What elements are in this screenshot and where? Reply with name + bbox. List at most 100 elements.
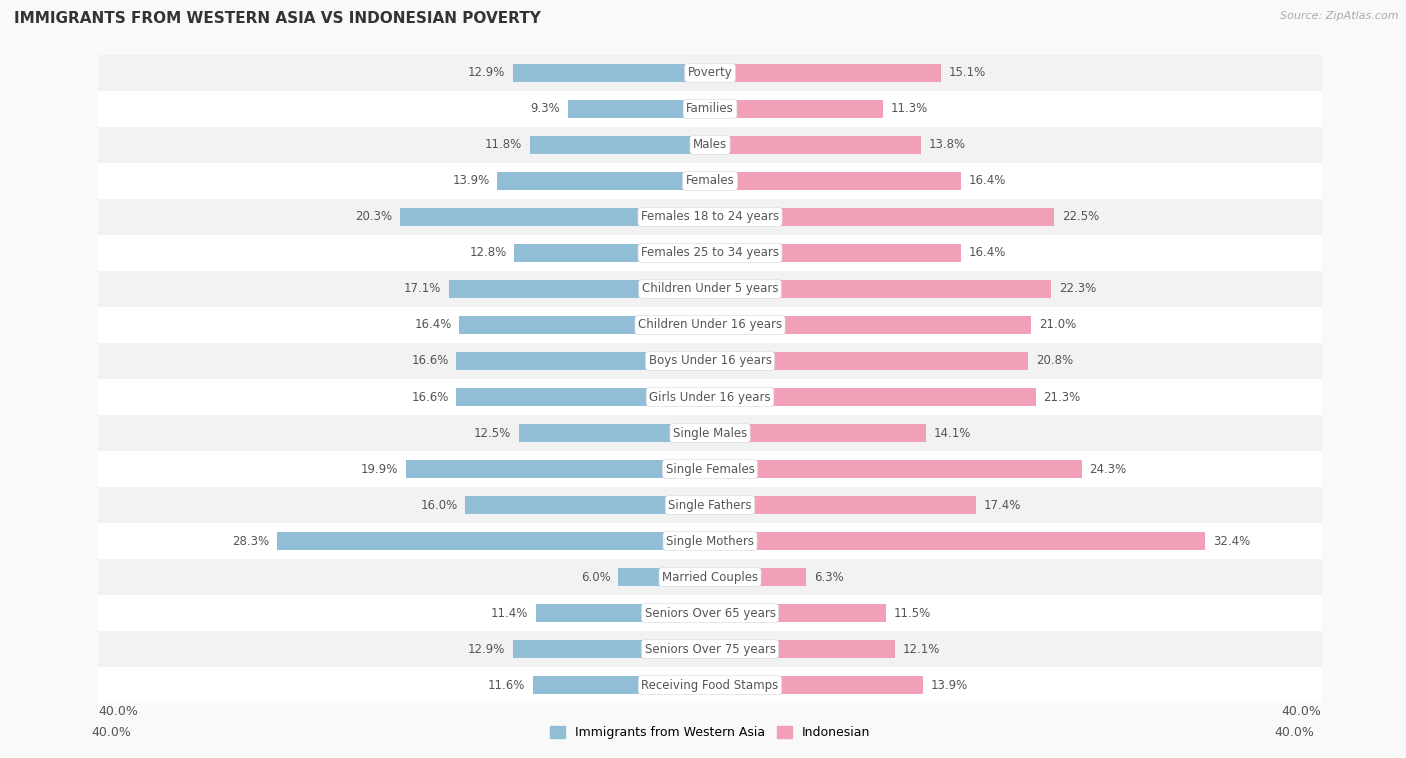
Bar [515,243,710,262]
Text: IMMIGRANTS FROM WESTERN ASIA VS INDONESIAN POVERTY: IMMIGRANTS FROM WESTERN ASIA VS INDONESI… [14,11,541,27]
Text: 17.1%: 17.1% [404,283,441,296]
Text: 22.5%: 22.5% [1062,211,1099,224]
Text: 14.1%: 14.1% [934,427,970,440]
Bar [513,640,710,659]
FancyBboxPatch shape [98,451,1322,487]
Text: Females 18 to 24 years: Females 18 to 24 years [641,211,779,224]
Text: 16.6%: 16.6% [411,355,449,368]
Text: Males: Males [693,139,727,152]
Bar [710,640,896,659]
Text: 13.8%: 13.8% [929,139,966,152]
Bar [710,208,1054,227]
Bar [710,171,960,190]
FancyBboxPatch shape [98,199,1322,235]
Bar [710,531,1205,550]
Text: 24.3%: 24.3% [1090,462,1126,475]
Text: 40.0%: 40.0% [1282,705,1322,718]
Text: Girls Under 16 years: Girls Under 16 years [650,390,770,403]
Bar [277,531,710,550]
Text: 12.8%: 12.8% [470,246,506,259]
Text: Children Under 5 years: Children Under 5 years [641,283,779,296]
Bar [710,315,1031,334]
Text: 11.6%: 11.6% [488,678,524,691]
Text: Children Under 16 years: Children Under 16 years [638,318,782,331]
Bar [710,64,941,82]
Bar [710,387,1036,406]
Bar [710,243,960,262]
FancyBboxPatch shape [98,55,1322,91]
Bar [710,136,921,155]
Text: 16.6%: 16.6% [411,390,449,403]
Text: 16.4%: 16.4% [969,174,1005,187]
Text: 22.3%: 22.3% [1059,283,1095,296]
FancyBboxPatch shape [98,595,1322,631]
Bar [710,280,1052,299]
Text: Seniors Over 75 years: Seniors Over 75 years [644,643,776,656]
Text: 16.4%: 16.4% [415,318,451,331]
Text: 6.3%: 6.3% [814,571,844,584]
FancyBboxPatch shape [98,487,1322,523]
FancyBboxPatch shape [98,307,1322,343]
Text: 11.4%: 11.4% [491,606,529,619]
Bar [568,99,710,118]
Bar [465,496,710,515]
Text: 11.3%: 11.3% [890,102,928,115]
Bar [710,603,886,622]
Text: 16.4%: 16.4% [969,246,1005,259]
Bar [449,280,710,299]
Text: 15.1%: 15.1% [949,67,986,80]
Text: Married Couples: Married Couples [662,571,758,584]
Bar [710,424,925,443]
Text: Seniors Over 65 years: Seniors Over 65 years [644,606,776,619]
Text: Females: Females [686,174,734,187]
Legend: Immigrants from Western Asia, Indonesian: Immigrants from Western Asia, Indonesian [544,722,876,744]
FancyBboxPatch shape [98,415,1322,451]
Text: Single Mothers: Single Mothers [666,534,754,547]
Bar [530,136,710,155]
Bar [533,676,710,694]
Bar [498,171,710,190]
Text: Boys Under 16 years: Boys Under 16 years [648,355,772,368]
Text: 40.0%: 40.0% [98,705,138,718]
Text: 32.4%: 32.4% [1213,534,1250,547]
Bar [710,99,883,118]
FancyBboxPatch shape [98,379,1322,415]
Text: Source: ZipAtlas.com: Source: ZipAtlas.com [1281,11,1399,21]
Text: 12.5%: 12.5% [474,427,512,440]
Text: Single Males: Single Males [673,427,747,440]
Text: Poverty: Poverty [688,67,733,80]
Text: Single Females: Single Females [665,462,755,475]
Text: 6.0%: 6.0% [581,571,610,584]
Text: 12.9%: 12.9% [468,643,505,656]
Text: 13.9%: 13.9% [931,678,967,691]
Bar [710,459,1081,478]
Text: Receiving Food Stamps: Receiving Food Stamps [641,678,779,691]
Text: 11.8%: 11.8% [485,139,522,152]
Text: 17.4%: 17.4% [984,499,1021,512]
Text: 21.3%: 21.3% [1043,390,1081,403]
Text: 16.0%: 16.0% [420,499,458,512]
Bar [460,315,710,334]
Bar [519,424,710,443]
Text: 12.9%: 12.9% [468,67,505,80]
Text: 9.3%: 9.3% [530,102,560,115]
Bar [710,568,807,587]
FancyBboxPatch shape [98,667,1322,703]
Text: 12.1%: 12.1% [903,643,941,656]
FancyBboxPatch shape [98,127,1322,163]
Bar [619,568,710,587]
Text: 11.5%: 11.5% [894,606,931,619]
Bar [513,64,710,82]
FancyBboxPatch shape [98,343,1322,379]
Bar [710,496,976,515]
FancyBboxPatch shape [98,163,1322,199]
FancyBboxPatch shape [98,523,1322,559]
Bar [456,387,710,406]
Bar [710,352,1028,371]
FancyBboxPatch shape [98,235,1322,271]
FancyBboxPatch shape [98,631,1322,667]
Text: 20.3%: 20.3% [354,211,392,224]
Bar [456,352,710,371]
Text: 21.0%: 21.0% [1039,318,1076,331]
Text: 28.3%: 28.3% [232,534,270,547]
